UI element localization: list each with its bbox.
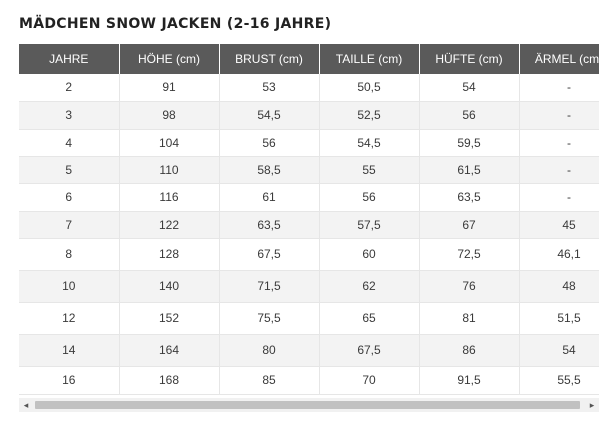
table-cell: 45 [519,211,599,239]
table-cell: 67,5 [319,334,420,367]
scroll-right-arrow-icon[interactable]: ▸ [589,400,595,410]
table-cell: 51,5 [519,302,599,335]
table-cell: 48 [519,270,599,303]
table-row: 4 104 56 54,5 59,5- [19,129,599,157]
table-row: 2 91 53 50,5 54- [19,74,599,102]
table-cell: 2 [19,74,120,102]
table-cell: 98 [119,101,220,130]
table-cell: 46,1 [519,238,599,271]
table-cell: 52,5 [319,101,420,130]
table-cell: 4 [19,129,120,157]
table-cell: 54 [419,74,520,102]
table-cell: 81 [419,302,520,335]
column-header-jahre: JAHRE [19,44,120,74]
column-header-hoehe: HÖHE (cm) [119,44,220,74]
table-cell: 16 [19,366,120,395]
table-cell: 164 [119,334,220,367]
table-cell: 5 [19,156,120,184]
scroll-left-arrow-icon[interactable]: ◂ [23,400,29,410]
table-cell: 55 [319,156,420,184]
table-cell: 54 [519,334,599,367]
table-cell: 72,5 [419,238,520,271]
table-row: 5 110 58,5 55 61,5- [19,156,599,184]
scroll-thumb[interactable] [35,401,580,409]
table-cell: - [519,156,599,184]
table-title: MÄDCHEN SNOW JACKEN (2-16 JAHRE) [19,16,332,32]
table-cell: 91 [119,74,220,102]
table-cell: - [519,101,599,130]
table-cell: 65 [319,302,420,335]
table-cell: 70 [319,366,420,395]
table-cell: 7 [19,211,120,239]
table-row: 8 128 67,5 60 72,5 46,1 [19,238,599,271]
table-cell: 140 [119,270,220,303]
table-cell: 62 [319,270,420,303]
table-row: 14 164 80 67,5 86 54 [19,334,599,367]
table-cell: - [519,74,599,102]
table-row: 12 152 75,5 65 81 51,5 [19,302,599,335]
size-table: JAHRE HÖHE (cm) BRUST (cm) TAILLE (cm) H… [19,44,599,395]
table-cell: 63,5 [419,183,520,212]
table-cell: 61 [219,183,320,212]
table-cell: - [519,129,599,157]
horizontal-scrollbar[interactable]: ◂ ▸ [19,398,599,412]
table-cell: 67 [419,211,520,239]
table-cell: 14 [19,334,120,367]
table-cell: 168 [119,366,220,395]
table-cell: 57,5 [319,211,420,239]
table-cell: - [519,183,599,212]
table-cell: 56 [319,183,420,212]
table-cell: 128 [119,238,220,271]
table-cell: 56 [219,129,320,157]
table-cell: 54,5 [319,129,420,157]
table-row: 10 140 71,5 62 76 48 [19,270,599,303]
table-header-row: JAHRE HÖHE (cm) BRUST (cm) TAILLE (cm) H… [19,44,599,74]
table-cell: 86 [419,334,520,367]
column-header-aermel: ÄRMEL (cm) [519,44,599,74]
table-cell: 63,5 [219,211,320,239]
table-cell: 104 [119,129,220,157]
table-cell: 110 [119,156,220,184]
table-cell: 76 [419,270,520,303]
table-cell: 91,5 [419,366,520,395]
column-header-huefte: HÜFTE (cm) [419,44,520,74]
table-cell: 75,5 [219,302,320,335]
table-cell: 85 [219,366,320,395]
table-cell: 50,5 [319,74,420,102]
table-cell: 61,5 [419,156,520,184]
table-cell: 10 [19,270,120,303]
table-cell: 3 [19,101,120,130]
table-cell: 152 [119,302,220,335]
table-row: 6 116 61 56 63,5- [19,183,599,212]
table-cell: 71,5 [219,270,320,303]
table-cell: 60 [319,238,420,271]
table-cell: 122 [119,211,220,239]
table-cell: 54,5 [219,101,320,130]
table-cell: 6 [19,183,120,212]
table-cell: 55,5 [519,366,599,395]
table-row: 3 98 54,5 52,5 56- [19,101,599,130]
table-cell: 80 [219,334,320,367]
table-cell: 116 [119,183,220,212]
column-header-taille: TAILLE (cm) [319,44,420,74]
table-cell: 67,5 [219,238,320,271]
column-header-brust: BRUST (cm) [219,44,320,74]
table-cell: 59,5 [419,129,520,157]
table-cell: 12 [19,302,120,335]
table-row: 16 168 85 70 91,5 55,5 [19,366,599,395]
table-cell: 58,5 [219,156,320,184]
table-cell: 53 [219,74,320,102]
table-cell: 8 [19,238,120,271]
size-table-container: JAHRE HÖHE (cm) BRUST (cm) TAILLE (cm) H… [19,44,599,396]
table-row: 7 122 63,5 57,5 67 45 [19,211,599,239]
table-cell: 56 [419,101,520,130]
